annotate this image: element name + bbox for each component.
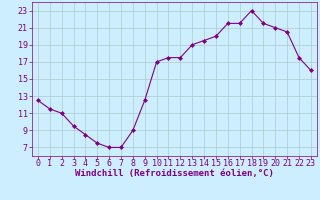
X-axis label: Windchill (Refroidissement éolien,°C): Windchill (Refroidissement éolien,°C) [75,169,274,178]
